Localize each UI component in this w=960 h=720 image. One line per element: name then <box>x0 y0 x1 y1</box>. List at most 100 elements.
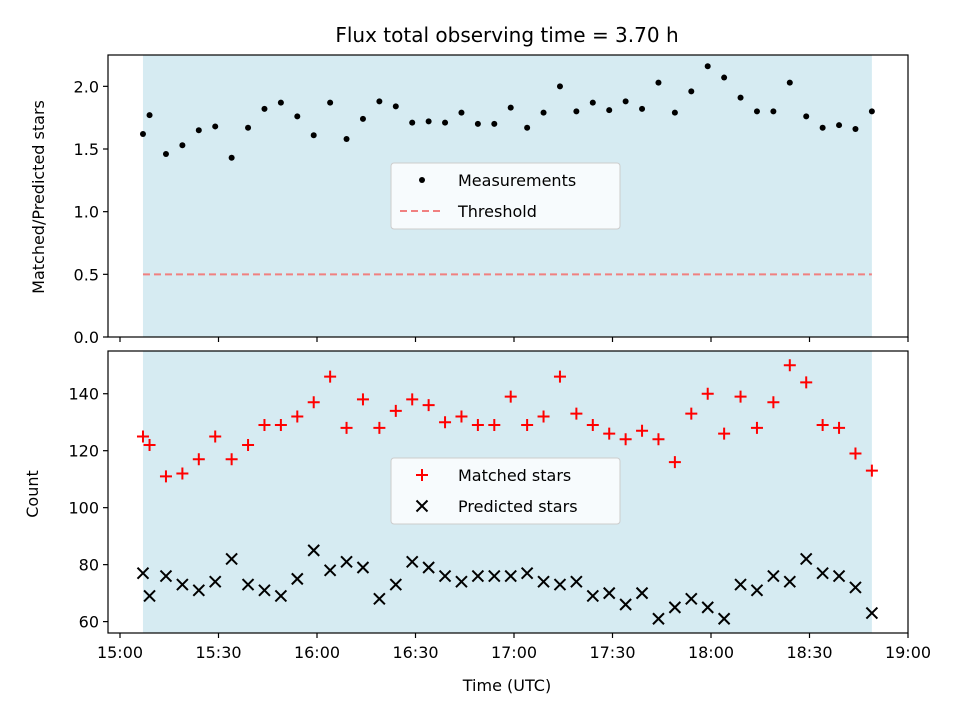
predicted-star-point <box>159 569 173 583</box>
legend-label: Measurements <box>458 171 576 190</box>
matched-star-point <box>291 410 304 423</box>
matched-star-point <box>488 419 501 432</box>
measurement-point <box>770 108 777 115</box>
predicted-star-point <box>865 606 879 620</box>
bottom-panel: 60 80 100 120 140 15:00 15:30 16:00 16:30 17:00 17… <box>68 350 931 662</box>
plot-frame <box>107 54 909 338</box>
predicted-star-point <box>553 578 567 591</box>
measurement-point <box>179 142 186 149</box>
x-tick-label: 18:30 <box>786 643 832 662</box>
measurement-point <box>606 107 613 114</box>
y-tick-label: 80 <box>79 556 99 575</box>
matched-star-point <box>471 419 484 432</box>
top-panel: 0.0 0.5 1.0 1.5 2.0 Measurements Threshold <box>74 54 909 347</box>
matched-star-point <box>242 439 255 451</box>
matched-star-point <box>685 407 698 420</box>
matched-star-point <box>767 396 780 409</box>
measurement-point <box>491 120 498 127</box>
matched-star-point <box>356 393 369 406</box>
predicted-star-point <box>323 564 337 577</box>
chart-title: Flux total observing time = 3.70 h <box>335 23 678 47</box>
legend-measurement-handle <box>419 177 425 183</box>
y-tick-label: 0.0 <box>74 328 99 347</box>
matched-star-point <box>652 433 665 446</box>
matched-star-point <box>389 404 402 417</box>
matched-star-point <box>136 430 149 443</box>
predicted-star-point <box>225 552 238 566</box>
predicted-star-point <box>668 601 682 614</box>
predicted-star-point <box>389 578 403 591</box>
matched-star-point <box>324 370 337 383</box>
predicted-star-point <box>717 612 731 625</box>
y-tick-label: 60 <box>79 613 99 632</box>
y-tick-label: 1.0 <box>74 203 99 222</box>
measurement-point <box>507 104 514 111</box>
predicted-star-point <box>143 589 156 603</box>
matched-star-point <box>849 447 862 460</box>
y-tick-label: 140 <box>68 385 99 404</box>
y-tick-label: 1.5 <box>74 140 99 159</box>
x-tick-label: 19:00 <box>885 643 931 662</box>
measurement-point <box>212 123 219 130</box>
x-axis-label: Time (UTC) <box>462 676 551 695</box>
measurement-point <box>376 98 383 105</box>
predicted-star-point <box>701 601 714 614</box>
predicted-star-point <box>241 578 255 591</box>
predicted-star-point <box>291 572 304 586</box>
measurement-point <box>162 151 169 158</box>
measurement-point <box>245 124 252 131</box>
x-tick-label: 16:00 <box>294 643 340 662</box>
matched-star-point <box>865 464 878 477</box>
legend-box <box>390 162 621 230</box>
predicted-star-point <box>849 581 862 594</box>
matched-star-point <box>734 390 747 403</box>
x-tick-label: 18:00 <box>688 643 734 662</box>
y-tick-label: 0.5 <box>74 265 99 284</box>
measurement-point <box>146 112 153 119</box>
y-tick-label: 120 <box>68 442 99 461</box>
measurement-point <box>671 109 678 116</box>
measurement-point <box>343 135 350 142</box>
measurement-point <box>786 79 793 86</box>
legend: Matched stars Predicted stars <box>390 457 621 525</box>
y-axis-label-bottom: Count <box>23 470 42 518</box>
predicted-star-point <box>422 561 435 574</box>
measurement-point <box>704 63 711 70</box>
matched-star-point <box>701 387 714 400</box>
matched-star-point <box>406 393 419 406</box>
matched-star-point <box>619 433 632 446</box>
measurement-point <box>622 98 629 105</box>
measurement-point <box>524 124 531 131</box>
predicted-star-point <box>652 612 665 625</box>
measurement-point <box>392 103 399 110</box>
measurement-point <box>589 99 596 106</box>
measurement-point <box>819 124 826 131</box>
matched-star-point <box>439 416 452 429</box>
matched-star-point <box>783 359 796 372</box>
matched-star-point <box>373 421 386 434</box>
matched-star-point <box>192 453 205 466</box>
legend-predicted-handle <box>415 499 429 513</box>
measurement-point <box>852 125 859 132</box>
legend-label: Matched stars <box>458 466 571 485</box>
measurement-point <box>721 74 728 81</box>
matched-star-point <box>816 419 829 432</box>
measurement-point <box>195 127 202 134</box>
measurement-point <box>836 122 843 129</box>
predicted-star-point <box>767 569 780 583</box>
predicted-star-point <box>192 584 206 597</box>
x-tick-label: 16:30 <box>392 643 438 662</box>
matched-star-point <box>307 396 320 409</box>
measurement-point <box>277 99 284 106</box>
measurement-point <box>228 154 235 161</box>
matched-star-point <box>504 390 517 403</box>
predicted-star-point <box>373 592 386 606</box>
matched-star-point <box>570 407 583 420</box>
y-tick-label: 2.0 <box>74 77 99 96</box>
matched-star-point <box>553 370 566 383</box>
matched-star-point <box>143 439 156 451</box>
measurement-point <box>573 108 580 115</box>
matched-star-point <box>668 456 681 469</box>
measurement-point <box>655 79 662 86</box>
matched-star-point <box>274 419 287 432</box>
